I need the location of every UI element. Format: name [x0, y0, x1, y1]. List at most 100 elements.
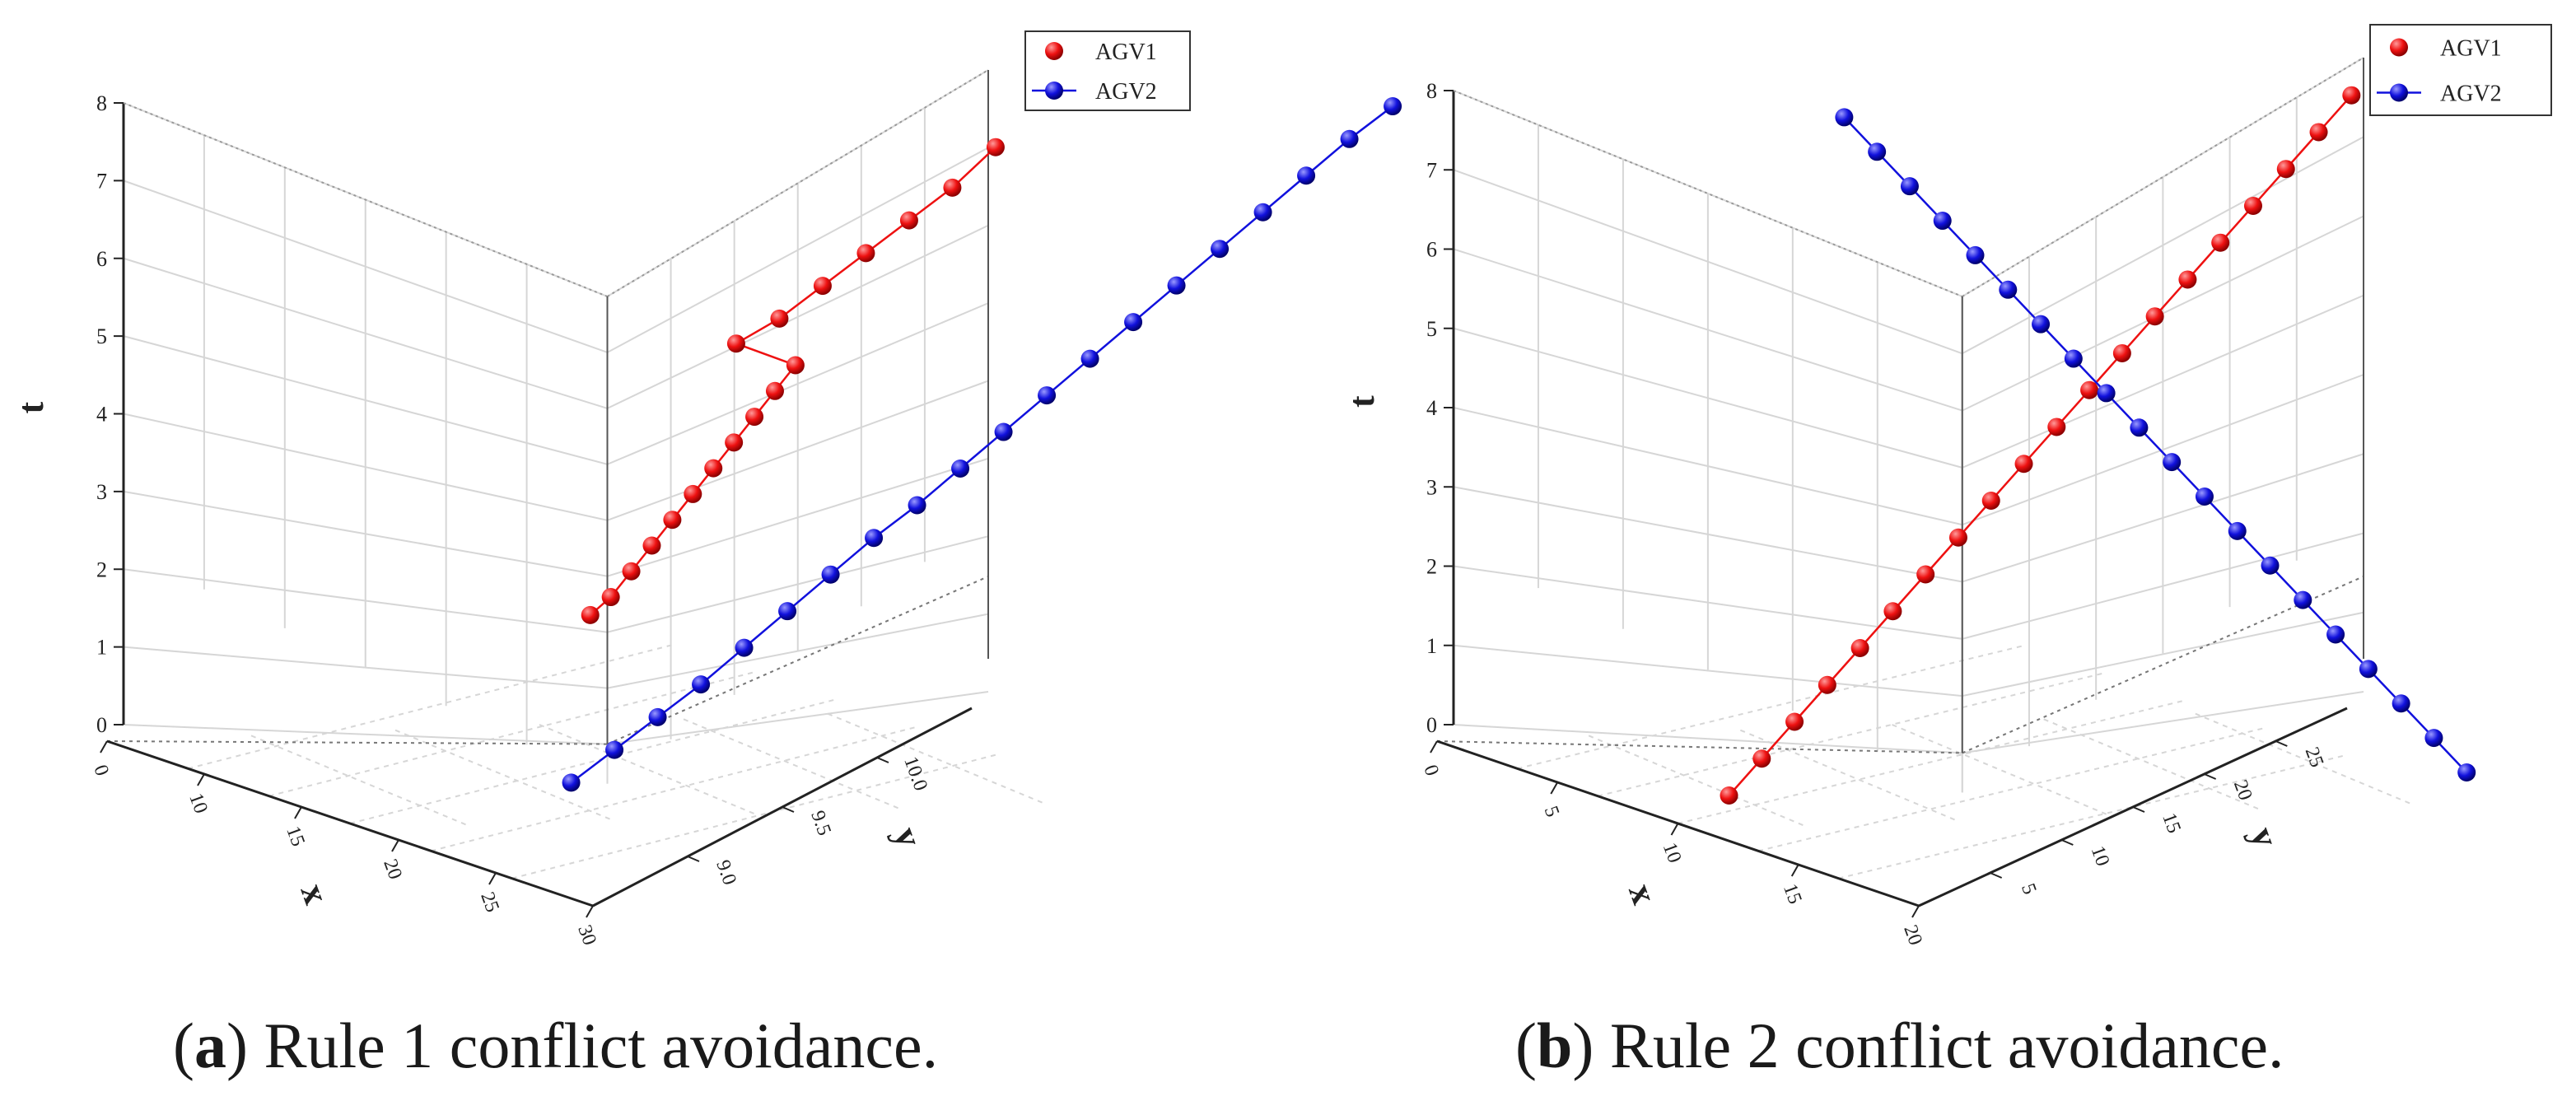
floor-edge-line	[1436, 740, 1962, 754]
grid-line	[1453, 611, 2364, 697]
x-tick	[1670, 823, 1679, 836]
data-point	[1966, 245, 1985, 264]
y-axis-label: y	[886, 822, 931, 852]
x-tick-label: 20	[379, 856, 406, 882]
axis-box	[100, 69, 989, 918]
data-point	[2112, 343, 2131, 362]
x-tick-label: 15	[1779, 881, 1806, 907]
z-tick-label: 2	[1426, 555, 1437, 579]
z-tick-label: 6	[96, 247, 107, 271]
data-point	[765, 381, 784, 400]
z-tick-label: 0	[1426, 713, 1437, 737]
y-tick	[2275, 740, 2288, 747]
data-point	[908, 496, 926, 515]
data-point	[2261, 556, 2280, 575]
data-point	[1981, 491, 2000, 510]
grid-line	[1453, 532, 2364, 640]
x-tick	[586, 905, 594, 918]
data-point	[1818, 675, 1836, 694]
data-point	[601, 588, 620, 607]
series-line	[570, 105, 1393, 784]
data-point	[2359, 660, 2378, 679]
series-agv2	[562, 97, 1402, 792]
series-agv2	[1835, 108, 2476, 781]
y-tick	[782, 806, 795, 813]
chart-panel-a: 012345678t01015202530x9.09.510.0yAGV1AGV…	[11, 30, 1402, 948]
floor-grid-line	[1517, 644, 2027, 770]
y-tick-label: 9.5	[806, 808, 835, 838]
data-point	[1080, 349, 1099, 368]
z-axis-label: t	[11, 402, 51, 414]
caption-a-letter: a	[194, 1010, 226, 1081]
data-point	[642, 536, 661, 555]
legend-marker	[1045, 82, 1063, 100]
grid-line	[1453, 374, 2364, 526]
x-tick-label: 0	[1419, 763, 1443, 779]
x-tick	[294, 806, 302, 819]
legend-label: AGV1	[2440, 36, 2502, 62]
data-point	[899, 211, 918, 230]
data-point	[2080, 380, 2099, 399]
x-tick-label: 25	[476, 889, 503, 915]
data-point	[943, 178, 962, 197]
y-tick	[687, 856, 700, 862]
z-axis-label: t	[1342, 395, 1382, 408]
grid-line	[123, 457, 989, 577]
legend-label: AGV2	[2440, 82, 2502, 107]
z-tick-label: 7	[1426, 158, 1437, 182]
x-axis-label: x	[293, 879, 338, 909]
floor-grid-line	[431, 726, 916, 852]
data-point	[648, 707, 667, 726]
data-point	[692, 675, 711, 694]
series-agv1	[581, 138, 1005, 624]
data-point	[622, 562, 641, 581]
x-tick	[1911, 905, 1920, 918]
y-tick	[2132, 806, 2145, 813]
data-point	[2014, 455, 2033, 474]
x-tick	[100, 740, 108, 753]
data-point	[1850, 638, 1869, 657]
z-tick-label: 4	[1426, 396, 1437, 420]
data-point	[2064, 349, 2083, 368]
floor-grid-line	[1597, 671, 2107, 797]
floor-grid-line	[349, 699, 834, 824]
z-tick-label: 2	[96, 558, 107, 581]
data-point	[786, 356, 805, 375]
x-tick	[1430, 740, 1438, 753]
data-point	[581, 605, 600, 624]
grid-line	[1453, 57, 2364, 298]
data-point	[856, 244, 875, 263]
legend-marker	[1045, 42, 1063, 60]
caption-a-text: Rule 1 conflict avoidance.	[247, 1010, 939, 1081]
data-point	[2309, 123, 2328, 142]
floor-grid-line	[1838, 753, 2348, 879]
z-tick-label: 0	[96, 713, 107, 737]
floor-grid-line	[1757, 726, 2267, 852]
x-tick-label: 30	[573, 922, 600, 948]
x-tick-label: 10	[1659, 840, 1686, 865]
grid-line	[1453, 453, 2364, 583]
data-point	[2145, 307, 2164, 326]
data-point	[1900, 177, 1919, 196]
y-tick-label: 20	[2229, 777, 2256, 803]
x-tick	[197, 773, 205, 786]
legend-marker	[2390, 83, 2408, 102]
data-point	[725, 433, 744, 452]
data-point	[1883, 602, 1902, 621]
legend-marker	[2390, 38, 2408, 57]
data-point	[2392, 694, 2410, 713]
data-point	[1933, 212, 1952, 231]
data-point	[2228, 521, 2247, 540]
data-point	[1916, 565, 1935, 584]
floor-grid-line	[1892, 724, 2110, 816]
y-tick-label: 10	[2087, 843, 2114, 869]
series-agv1	[1720, 86, 2361, 805]
data-point	[2211, 233, 2230, 252]
data-point	[778, 602, 797, 621]
floor-grid-line	[250, 735, 470, 828]
floor-grid-line	[268, 671, 754, 797]
x-tick	[1790, 864, 1799, 877]
data-point	[1835, 108, 1854, 127]
z-tick-label: 6	[1426, 238, 1437, 262]
axis-box	[1430, 57, 2364, 918]
